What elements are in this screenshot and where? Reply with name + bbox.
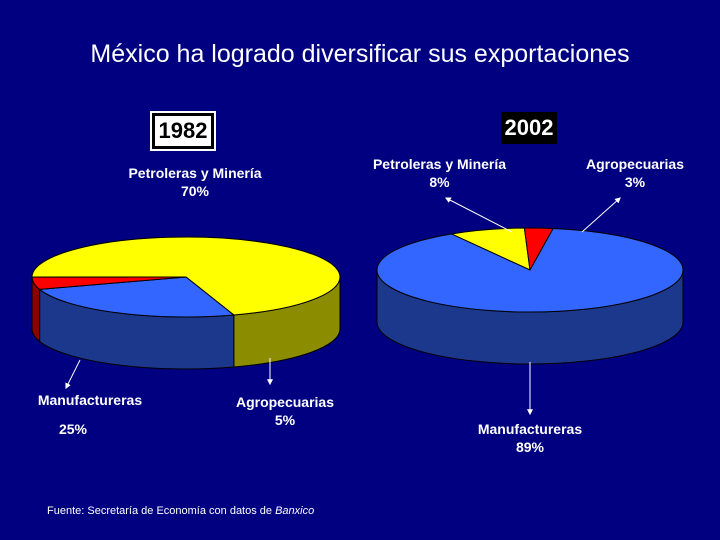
label-2002-manufactureras-name: Manufactureras (477, 421, 583, 437)
label-2002-petroleras: Petroleras y Minería 8% (362, 155, 517, 191)
label-2002-agropecuarias-value: 3% (624, 174, 646, 190)
source-prefix: Fuente: Secretaría de Economía con datos… (47, 505, 276, 517)
leader-2002-petroleras (444, 197, 513, 233)
label-2002-manufactureras: Manufactureras 89% (455, 420, 605, 456)
label-2002-manufactureras-value: 89% (515, 439, 545, 455)
label-1982-agropecuarias-name: Agropecuarias (235, 394, 335, 410)
pie-1982 (31, 236, 341, 370)
label-1982-manufactureras: Manufactureras (20, 391, 160, 409)
label-2002-petroleras-name: Petroleras y Minería (372, 156, 507, 172)
leader-1982-manufactureras (65, 359, 81, 390)
label-2002-petroleras-value: 8% (429, 174, 450, 190)
label-1982-manufactureras-name: Manufactureras (37, 392, 143, 408)
page-title: México ha logrado diversificar sus expor… (90, 40, 630, 68)
slice-1982-petroleras (31, 236, 341, 316)
label-1982-petroleras-value: 70% (180, 183, 210, 199)
label-1982-manufactureras-value: 25% (58, 421, 88, 437)
pie-2002 (376, 227, 684, 365)
year-2002-label: 2002 (501, 112, 557, 144)
label-2002-agropecuarias-name: Agropecuarias (585, 156, 685, 172)
year-1982-label: 1982 (150, 111, 216, 151)
leader-2002-agropecuarias (581, 197, 621, 233)
slice-1982-manufactureras (38, 276, 236, 318)
label-1982-petroleras-name: Petroleras y Minería (128, 165, 262, 181)
leader-lines (65, 197, 621, 416)
label-1982-agropecuarias: Agropecuarias 5% (215, 393, 355, 429)
label-1982-agropecuarias-value: 5% (274, 412, 296, 428)
source-italic: Banxico (275, 505, 315, 517)
label-2002-agropecuarias: Agropecuarias 3% (570, 155, 700, 191)
slice-2002-manufactureras (376, 227, 684, 313)
source-note: Fuente: Secretaría de Economía con datos… (47, 505, 314, 517)
slice-1982-agropecuarias (31, 276, 187, 290)
label-1982-petroleras: Petroleras y Minería 70% (120, 164, 270, 200)
